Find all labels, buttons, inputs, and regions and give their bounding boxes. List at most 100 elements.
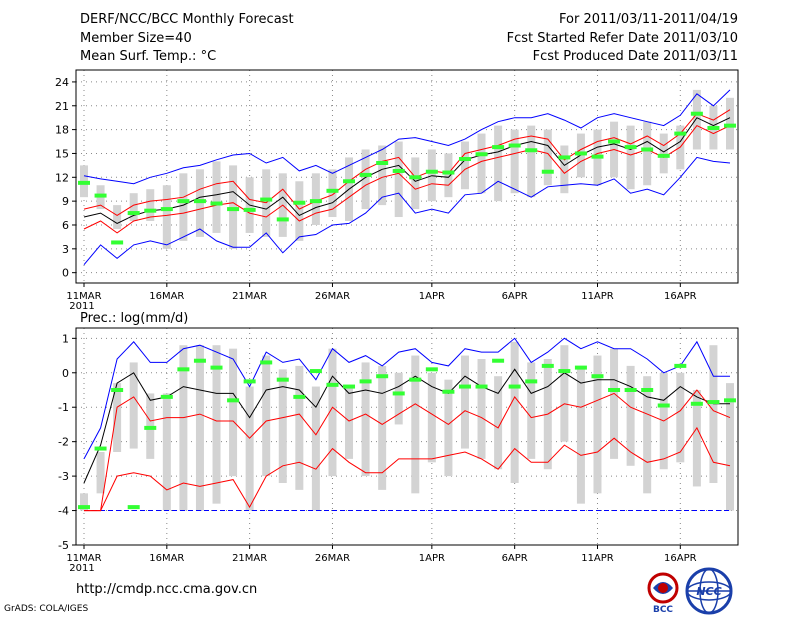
chart1-obs-marker	[475, 152, 488, 157]
chart2-obs-marker	[359, 379, 372, 384]
chart1-obs-marker	[641, 147, 654, 152]
chart2-box	[96, 452, 105, 494]
chart1-obs-marker	[293, 200, 306, 205]
chart1-obs-marker	[177, 199, 190, 204]
chart2-obs-marker	[541, 363, 554, 368]
chart1-obs-marker	[78, 180, 90, 185]
chart2-obs-marker	[608, 388, 621, 392]
chart1-xtick-label: 6APR	[502, 291, 528, 302]
chart2-ytick-label: -2	[58, 436, 69, 449]
chart1-obs-marker	[541, 169, 554, 174]
chart1-obs-marker	[160, 207, 173, 212]
chart2-box	[394, 372, 403, 425]
chart2-obs-marker	[276, 377, 289, 382]
chart2-ytick-label: -1	[58, 401, 69, 414]
fcst-produced-date: Fcst Produced Date 2011/03/11	[532, 49, 738, 64]
chart1-line-mean	[83, 117, 731, 224]
chart1-obs-marker	[724, 123, 736, 128]
chart2-year-label: 2011	[69, 563, 94, 574]
chart2-obs-marker	[94, 446, 107, 451]
chart2-box	[626, 365, 635, 466]
chart1-obs-marker	[657, 153, 670, 158]
chart2-obs-marker	[574, 365, 587, 370]
chart1-obs-marker	[376, 160, 389, 165]
chart1-box	[527, 125, 536, 198]
chart1-obs-marker	[707, 126, 720, 131]
chart1-box	[659, 133, 668, 174]
chart1-obs-marker	[144, 208, 157, 213]
chart2-box	[576, 365, 585, 504]
chart2-ytick-label: 0	[62, 367, 69, 380]
chart2-box	[610, 348, 619, 459]
chart1-line-upper	[83, 109, 731, 216]
chart1-obs-marker	[442, 170, 455, 175]
chart1-obs-marker	[690, 111, 703, 116]
ncc-logo-label: NCC	[696, 585, 721, 598]
chart2-box	[676, 372, 685, 463]
chart1-ytick-label: 3	[62, 243, 69, 256]
chart1-box	[162, 185, 171, 249]
chart2-box	[692, 390, 701, 487]
chart1-box	[378, 145, 387, 206]
chart1-box	[129, 193, 138, 222]
chart1-box	[361, 149, 370, 210]
ncc-logo: NCC	[685, 567, 733, 615]
member-size-label: Member Size=40	[80, 31, 192, 46]
chart2-line-mean	[83, 368, 730, 484]
chart2-obs-marker	[193, 358, 206, 363]
chart1-box	[643, 121, 652, 186]
fcst-started-date: Fcst Started Refer Date 2011/03/10	[506, 31, 738, 46]
chart2-obs-marker	[558, 369, 571, 374]
chart2-box	[494, 376, 503, 470]
chart1-line-min	[83, 156, 731, 266]
chart1-ytick-label: 6	[62, 219, 69, 232]
chart1-line-max	[83, 89, 731, 185]
source-url[interactable]: http://cmdp.ncc.cma.gov.cn	[76, 582, 258, 597]
chart1-obs-marker	[111, 240, 124, 245]
chart2-obs-marker	[508, 384, 521, 389]
chart1-year-label: 2011	[69, 301, 94, 312]
chart2-box	[477, 359, 486, 459]
chart2-box	[361, 362, 370, 477]
chart1-obs-marker	[309, 199, 322, 204]
chart1-obs-marker	[574, 151, 587, 156]
chart1-obs-marker	[624, 145, 637, 150]
chart2-obs-marker	[409, 377, 422, 382]
chart1-xtick-label: 16MAR	[149, 291, 184, 302]
chart1-obs-marker	[425, 169, 438, 174]
chart1-xtick-label: 16APR	[664, 291, 697, 302]
chart2-box	[726, 383, 734, 511]
chart2-ytick-label: 1	[62, 332, 69, 345]
chart2-xtick-label: 26MAR	[315, 553, 350, 564]
chart2-frame	[75, 327, 739, 546]
chart2-title: Prec.: log(mm/d)	[80, 311, 188, 326]
chart2-box	[593, 355, 602, 494]
chart2-box	[162, 393, 171, 511]
chart2-obs-marker	[177, 367, 190, 372]
chart1-obs-marker	[343, 179, 356, 184]
chart2-box	[229, 348, 238, 477]
chart1-box	[560, 145, 569, 194]
chart1-box	[543, 129, 552, 186]
chart2-obs-marker	[591, 374, 604, 379]
chart1-box	[460, 141, 469, 190]
chart2-obs-marker	[243, 379, 256, 384]
chart1-box	[179, 173, 188, 241]
chart2-obs-marker	[458, 384, 471, 389]
chart1-ytick-label: 18	[55, 124, 69, 137]
chart1-obs-marker	[227, 207, 240, 212]
chart2-box	[643, 376, 652, 494]
chart2-obs-marker	[376, 374, 389, 379]
chart2-box	[262, 355, 271, 477]
chart2-ytick-label: -5	[58, 539, 69, 552]
chart2-box	[328, 348, 337, 477]
chart2-obs-marker	[657, 403, 670, 408]
chart1-xtick-label: 1APR	[419, 291, 445, 302]
chart2-xtick-label: 6APR	[502, 553, 528, 564]
chart2-obs-marker	[475, 384, 488, 389]
chart1-ytick-label: 21	[55, 100, 69, 113]
chart2-xtick-label: 11APR	[581, 553, 614, 564]
chart1-box	[411, 157, 420, 210]
chart2-obs-marker	[227, 398, 240, 403]
chart2-box	[345, 386, 354, 459]
